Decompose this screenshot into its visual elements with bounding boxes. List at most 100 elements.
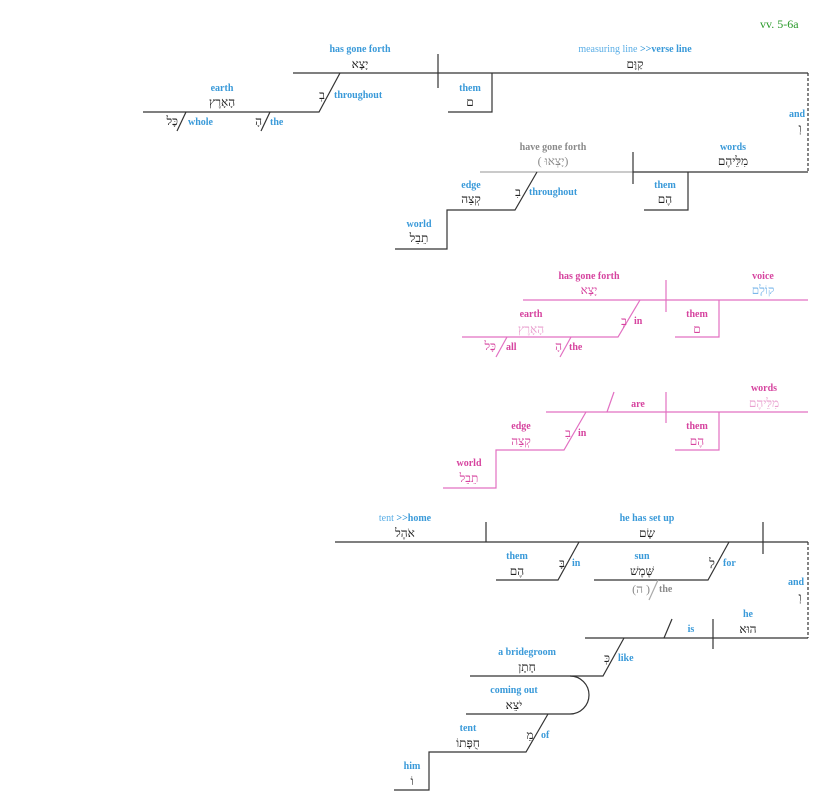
pink-edge-gloss: edge [511, 421, 531, 432]
pink-world-hebrew: תֵבֵל [459, 471, 479, 485]
the-gloss: the [270, 117, 284, 128]
d3-is-slant [663, 618, 673, 639]
d3-object-hebrew: אֹהֶל [394, 526, 415, 540]
pink-are-slant [606, 391, 615, 413]
pink-prep2-hebrew: בִ [565, 426, 571, 440]
pink-them2-hebrew: הֶם [690, 434, 704, 448]
d3-tent-hebrew: חֻפָּתוֹ [456, 736, 480, 750]
voice-hebrew: קוֹלָם [752, 283, 775, 297]
them-modifier-line-2 [644, 172, 689, 211]
d3-in-prep-line [496, 541, 580, 581]
pink-all-gloss: all [506, 342, 517, 353]
pink-them-line-1 [675, 300, 720, 338]
prep-hebrew: בְ [319, 88, 325, 102]
earth-hebrew: הָאָרֶץ [209, 95, 235, 109]
d3-object-gloss: tent >>home [379, 513, 432, 524]
pink-them2-gloss: them [686, 421, 708, 432]
diagram-2: has gone forth יָצָא voice קוֹלָם them ם… [443, 271, 808, 489]
pink-prep-line-1 [462, 299, 641, 338]
verb-gloss: has gone forth [329, 44, 391, 55]
pink-are-gloss: are [631, 399, 645, 410]
d3-like-gloss: like [618, 653, 634, 664]
d3-for-prep-line [594, 541, 730, 581]
d3-coming-out-gloss: coming out [490, 685, 538, 696]
verse-reference: vv. 5-6a [760, 17, 799, 31]
whole-gloss: whole [188, 117, 214, 128]
whole-modifier-slant [176, 111, 187, 132]
them-gloss: them [459, 83, 481, 94]
d3-of-prep-line [394, 713, 549, 791]
d3-he-hebrew: הוּא [739, 622, 756, 636]
pink-the-slant [559, 336, 572, 358]
d3-verb-hebrew: שָׂם [639, 526, 655, 540]
d3-of-hebrew: מֵ [526, 728, 533, 742]
the-hebrew: הָ [255, 114, 262, 128]
d3-and-gloss: and [788, 577, 805, 588]
d3-like-prep-line [470, 637, 625, 677]
d3-them-hebrew: הֶם [510, 564, 524, 578]
pink-verb-hebrew: יָצָא [581, 283, 598, 297]
prep-phrase-line [143, 72, 341, 113]
pink-prep-gloss: in [634, 316, 643, 327]
implied-verb-gloss: have gone forth [520, 142, 587, 153]
pink-the-hebrew: הָ [555, 339, 562, 353]
pink-the-gloss: the [569, 342, 583, 353]
pink-prep-hebrew: בְ [621, 314, 627, 328]
pink-world-gloss: world [457, 458, 482, 469]
d3-in-gloss: in [572, 558, 581, 569]
edge-hebrew: קְצֵה [461, 192, 481, 206]
prep2-gloss: throughout [529, 187, 578, 198]
pink-all-hebrew: כָּל [484, 339, 497, 353]
implied-verb-hebrew: ( יָצְאוּ) [538, 154, 569, 168]
verb-hebrew: יָצָא [352, 57, 369, 71]
pink-words-hebrew: מִלֵּיהֶם [749, 396, 779, 410]
and-hebrew: וְ [798, 121, 801, 135]
d3-and-hebrew: וְ [798, 590, 801, 604]
them2-hebrew: הֶם [658, 192, 672, 206]
d3-verb-gloss: he has set up [620, 513, 675, 524]
d3-like-hebrew: כְּ [604, 651, 610, 665]
pink-earth-gloss: earth [520, 309, 543, 320]
d3-them-gloss: them [506, 551, 528, 562]
d3-the-hebrew: (ה ) [632, 582, 650, 596]
pink-edge-hebrew: קְצֵה [511, 434, 531, 448]
d3-the-slant [648, 579, 659, 601]
them-modifier-line [448, 73, 493, 113]
d3-him-gloss: him [404, 761, 421, 772]
words-hebrew: מִלֵּיהֶם [718, 154, 748, 168]
d3-coming-out-hebrew: יֹצֵא [506, 698, 523, 712]
d3-bridegroom-hebrew: חָתָן [518, 660, 535, 674]
words-gloss: words [720, 142, 746, 153]
them-hebrew: ם [466, 95, 474, 109]
d3-participle-curve [569, 675, 590, 715]
edge-gloss: edge [461, 180, 481, 191]
d3-of-gloss: of [541, 730, 550, 741]
world-hebrew: תֵבֵל [409, 231, 429, 245]
subject-hebrew: קַוָּם [627, 57, 644, 71]
d3-tent-gloss: tent [460, 723, 477, 734]
diagram-3: tent >>home אֹהֶל he has set up שָׂם the… [335, 513, 809, 791]
pink-them-gloss: them [686, 309, 708, 320]
d3-for-gloss: for [723, 558, 736, 569]
pink-them-line-2 [675, 412, 720, 451]
pink-them-hebrew: ם [693, 322, 701, 336]
d3-for-hebrew: לַ [708, 556, 715, 570]
pink-verb-gloss: has gone forth [558, 271, 620, 282]
pink-prep2-gloss: in [578, 428, 587, 439]
d3-him-hebrew: וֹ [410, 774, 413, 788]
d3-he-gloss: he [743, 609, 754, 620]
d3-sun-hebrew: שֶּׁמֶשׁ [630, 564, 655, 578]
prep-phrase-line-2 [395, 171, 538, 250]
earth-gloss: earth [211, 83, 234, 94]
d3-is-gloss: is [688, 624, 695, 635]
pink-words-gloss: words [751, 383, 777, 394]
d3-bridegroom-gloss: a bridegroom [498, 647, 557, 658]
and-gloss: and [789, 109, 806, 120]
them2-gloss: them [654, 180, 676, 191]
d3-in-hebrew: בָּ [559, 556, 565, 570]
prep-gloss: throughout [334, 90, 383, 101]
voice-gloss: voice [752, 271, 774, 282]
d3-the-gloss: the [659, 584, 673, 595]
whole-hebrew: כָּל [166, 114, 179, 128]
